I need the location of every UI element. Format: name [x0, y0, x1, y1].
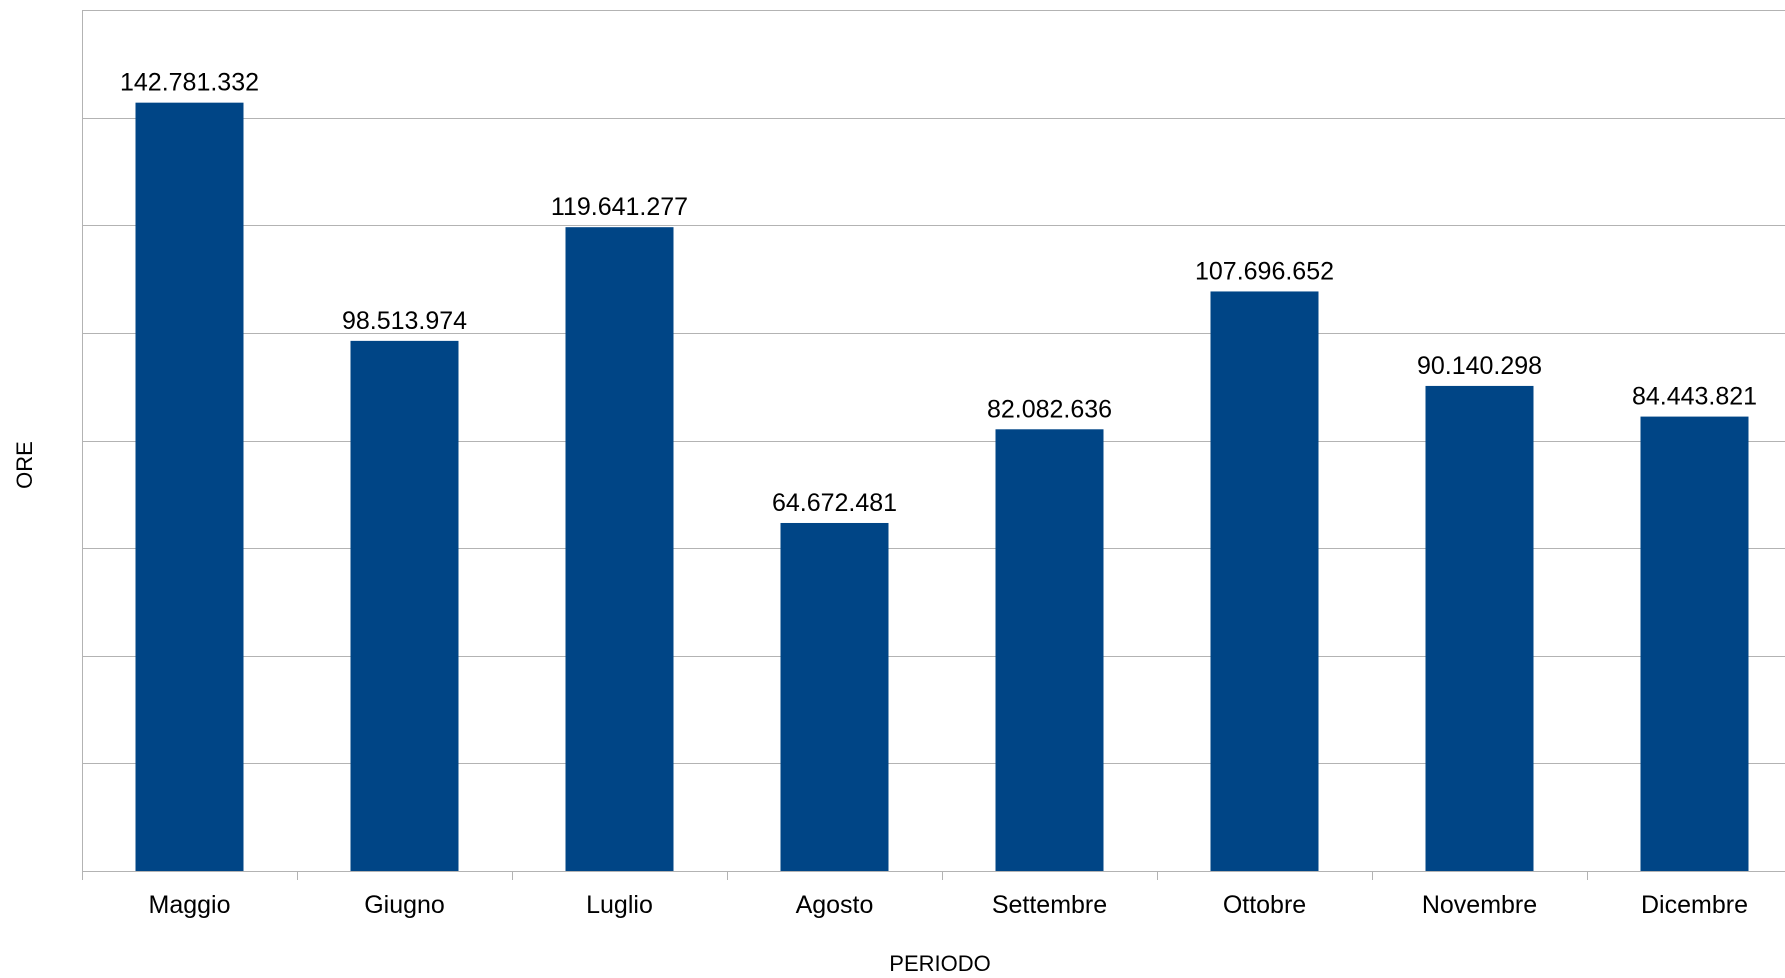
bar-value-label: 84.443.821	[1632, 383, 1757, 411]
bar-value-label: 82.082.636	[987, 395, 1112, 423]
x-tick-label: Novembre	[1422, 891, 1537, 919]
bar-value-label: 90.140.298	[1417, 352, 1542, 380]
bar-ottobre	[1210, 291, 1319, 871]
bar-maggio	[135, 102, 244, 871]
x-tick-label: Luglio	[586, 891, 653, 919]
x-axis	[82, 10, 1785, 880]
bar-dicembre	[1640, 416, 1749, 871]
bar-value-labels: 142.781.332 98.513.974 119.641.277 64.672.4…	[120, 69, 1757, 517]
bar-value-label: 142.781.332	[120, 69, 259, 97]
x-tick-label: Ottobre	[1223, 891, 1306, 919]
bar-value-label: 119.641.277	[551, 193, 688, 221]
bars	[135, 102, 1749, 872]
x-tick-label: Maggio	[149, 891, 231, 919]
x-tick-label: Settembre	[992, 891, 1107, 919]
bar-agosto	[780, 522, 889, 871]
bar-value-label: 107.696.652	[1195, 257, 1334, 285]
x-tick-label: Dicembre	[1641, 891, 1748, 919]
x-tick-label: Agosto	[796, 891, 874, 919]
x-axis-title: PERIODO	[889, 951, 990, 976]
x-tick-label: Giugno	[364, 891, 445, 919]
bar-novembre	[1425, 385, 1534, 871]
y-axis-title: ORE	[12, 441, 37, 489]
bar-value-label: 98.513.974	[342, 307, 467, 335]
bar-value-label: 64.672.481	[772, 489, 897, 517]
bar-giugno	[350, 340, 459, 871]
x-tick-labels: Maggio Giugno Luglio Agosto Settembre Ottobre…	[149, 891, 1748, 919]
bar-settembre	[995, 429, 1104, 871]
bar-luglio	[565, 227, 674, 872]
